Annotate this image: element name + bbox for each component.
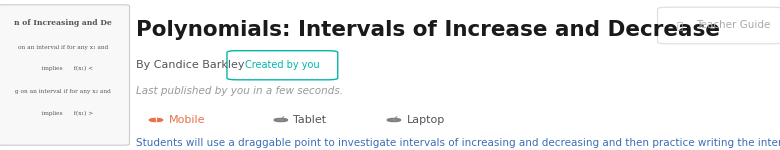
FancyBboxPatch shape <box>658 7 780 44</box>
FancyBboxPatch shape <box>0 5 129 145</box>
Text: !: ! <box>154 118 158 123</box>
Text: Teacher Guide: Teacher Guide <box>697 21 771 30</box>
Text: Students will use a draggable point to investigate intervals of increasing and d: Students will use a draggable point to i… <box>136 138 780 147</box>
Text: Mobile: Mobile <box>168 115 205 125</box>
Text: implies      f(x₁) >: implies f(x₁) > <box>32 111 94 116</box>
Text: 📖: 📖 <box>676 21 682 30</box>
Text: Tablet: Tablet <box>293 115 327 125</box>
Text: ✓: ✓ <box>276 115 285 125</box>
FancyBboxPatch shape <box>227 51 338 80</box>
Text: implies      f(x₁) <: implies f(x₁) < <box>32 65 94 71</box>
Text: on an interval if for any x₁ and: on an interval if for any x₁ and <box>18 45 108 50</box>
Text: By Candice Barkley: By Candice Barkley <box>136 60 245 70</box>
Text: g on an interval if for any x₂ and: g on an interval if for any x₂ and <box>15 89 111 94</box>
Text: Created by you: Created by you <box>245 60 320 70</box>
Text: n of Increasing and De: n of Increasing and De <box>14 19 112 27</box>
Text: Polynomials: Intervals of Increase and Decrease: Polynomials: Intervals of Increase and D… <box>136 20 721 40</box>
Text: ✓: ✓ <box>389 115 399 125</box>
Text: Last published by you in a few seconds.: Last published by you in a few seconds. <box>136 87 343 96</box>
Polygon shape <box>153 119 159 120</box>
Text: Laptop: Laptop <box>406 115 445 125</box>
